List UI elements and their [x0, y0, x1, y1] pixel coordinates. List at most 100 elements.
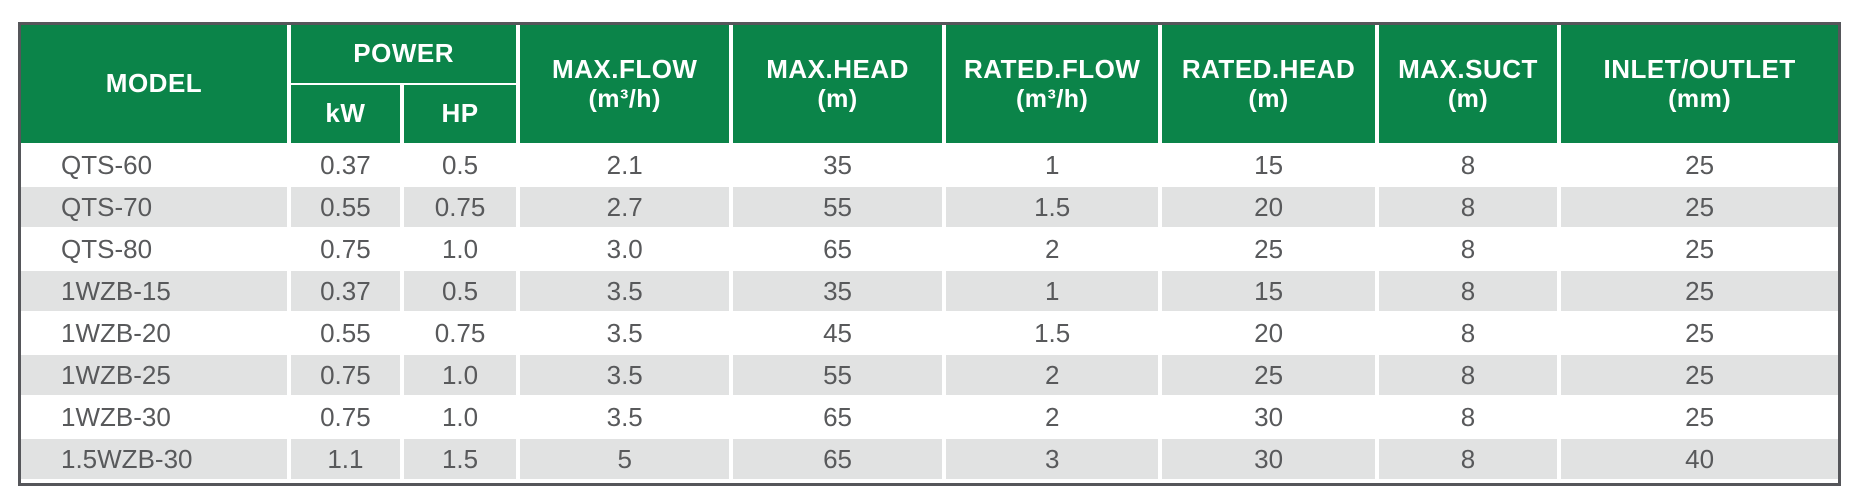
- col-header-max-head: MAX.HEAD (m): [733, 25, 942, 143]
- cell-model: 1WZB-30: [21, 397, 287, 437]
- col-header-power-group: POWER: [290, 25, 517, 83]
- cell-max-flow: 2.1: [520, 145, 730, 185]
- cell-rated-head: 30: [1162, 439, 1375, 479]
- cell-power-kw: 0.75: [290, 397, 400, 437]
- spec-table: MODEL POWER MAX.FLOW (m³/h) MAX.HEAD (m)…: [21, 25, 1838, 481]
- cell-max-head: 65: [733, 439, 942, 479]
- col-header-rated-flow-label: RATED.FLOW: [963, 53, 1141, 84]
- col-header-rated-flow: RATED.FLOW (m³/h): [945, 25, 1159, 143]
- table-row: 1WZB-30 0.75 1.0 3.5 65 2 30 8 25: [21, 397, 1838, 437]
- col-header-inlet-outlet-label: INLET/OUTLET: [1603, 53, 1796, 84]
- cell-power-kw: 0.37: [290, 271, 400, 311]
- table-row: 1WZB-15 0.37 0.5 3.5 35 1 15 8 25: [21, 271, 1838, 311]
- cell-max-flow: 3.5: [520, 313, 730, 353]
- cell-max-head: 35: [733, 271, 942, 311]
- col-header-kw-label: kW: [325, 98, 366, 129]
- cell-power-hp: 1.0: [403, 229, 517, 269]
- cell-rated-head: 20: [1162, 313, 1375, 353]
- cell-max-suct: 8: [1378, 313, 1558, 353]
- col-header-model: MODEL: [21, 25, 287, 143]
- cell-rated-head: 15: [1162, 271, 1375, 311]
- cell-inlet-outlet: 25: [1561, 229, 1838, 269]
- col-header-max-flow: MAX.FLOW (m³/h): [520, 25, 730, 143]
- col-header-hp-label: HP: [441, 98, 479, 129]
- col-header-model-label: MODEL: [105, 68, 203, 99]
- cell-inlet-outlet: 25: [1561, 187, 1838, 227]
- table-row: QTS-70 0.55 0.75 2.7 55 1.5 20 8 25: [21, 187, 1838, 227]
- cell-max-flow: 5: [520, 439, 730, 479]
- cell-max-head: 65: [733, 397, 942, 437]
- cell-max-head: 35: [733, 145, 942, 185]
- col-header-rated-head: RATED.HEAD (m): [1162, 25, 1375, 143]
- cell-rated-head: 30: [1162, 397, 1375, 437]
- pump-spec-table: MODEL POWER MAX.FLOW (m³/h) MAX.HEAD (m)…: [18, 22, 1841, 486]
- cell-model: 1.5WZB-30: [21, 439, 287, 479]
- cell-inlet-outlet: 25: [1561, 271, 1838, 311]
- cell-rated-head: 15: [1162, 145, 1375, 185]
- cell-max-suct: 8: [1378, 271, 1558, 311]
- cell-rated-head: 20: [1162, 187, 1375, 227]
- cell-max-suct: 8: [1378, 355, 1558, 395]
- cell-power-kw: 1.1: [290, 439, 400, 479]
- cell-max-suct: 8: [1378, 397, 1558, 437]
- cell-power-hp: 0.5: [403, 145, 517, 185]
- col-header-kw: kW: [290, 85, 400, 143]
- col-header-hp: HP: [403, 85, 517, 143]
- table-row: 1WZB-20 0.55 0.75 3.5 45 1.5 20 8 25: [21, 313, 1838, 353]
- table-row: 1WZB-25 0.75 1.0 3.5 55 2 25 8 25: [21, 355, 1838, 395]
- cell-max-flow: 3.5: [520, 397, 730, 437]
- cell-power-kw: 0.55: [290, 187, 400, 227]
- col-header-inlet-outlet-unit: (mm): [1668, 84, 1732, 113]
- col-header-rated-head-label: RATED.HEAD: [1181, 53, 1356, 84]
- col-header-max-head-unit: (m): [817, 84, 858, 113]
- cell-inlet-outlet: 25: [1561, 313, 1838, 353]
- cell-power-kw: 0.75: [290, 355, 400, 395]
- cell-power-kw: 0.37: [290, 145, 400, 185]
- col-header-max-suct-unit: (m): [1447, 84, 1489, 113]
- cell-max-flow: 2.7: [520, 187, 730, 227]
- cell-max-flow: 3.0: [520, 229, 730, 269]
- table-row: 1.5WZB-30 1.1 1.5 5 65 3 30 8 40: [21, 439, 1838, 479]
- cell-rated-flow: 1.5: [945, 313, 1159, 353]
- cell-max-head: 55: [733, 355, 942, 395]
- cell-power-hp: 0.75: [403, 313, 517, 353]
- cell-power-hp: 0.75: [403, 187, 517, 227]
- col-header-max-flow-label: MAX.FLOW: [551, 53, 698, 84]
- cell-rated-flow: 2: [945, 355, 1159, 395]
- cell-inlet-outlet: 25: [1561, 145, 1838, 185]
- cell-model: 1WZB-25: [21, 355, 287, 395]
- cell-power-hp: 1.0: [403, 355, 517, 395]
- col-header-rated-head-unit: (m): [1248, 84, 1289, 113]
- col-header-max-flow-unit: (m³/h): [588, 84, 661, 113]
- cell-inlet-outlet: 25: [1561, 355, 1838, 395]
- cell-inlet-outlet: 25: [1561, 397, 1838, 437]
- cell-max-flow: 3.5: [520, 271, 730, 311]
- cell-max-head: 65: [733, 229, 942, 269]
- cell-max-head: 45: [733, 313, 942, 353]
- cell-rated-flow: 3: [945, 439, 1159, 479]
- cell-power-kw: 0.75: [290, 229, 400, 269]
- cell-model: 1WZB-15: [21, 271, 287, 311]
- cell-max-suct: 8: [1378, 439, 1558, 479]
- col-header-max-suct: MAX.SUCT (m): [1378, 25, 1558, 143]
- cell-rated-flow: 2: [945, 229, 1159, 269]
- col-header-power-label: POWER: [353, 38, 454, 69]
- cell-max-head: 55: [733, 187, 942, 227]
- cell-max-suct: 8: [1378, 187, 1558, 227]
- col-header-max-suct-label: MAX.SUCT: [1398, 53, 1538, 84]
- cell-rated-flow: 2: [945, 397, 1159, 437]
- col-header-rated-flow-unit: (m³/h): [1015, 84, 1089, 113]
- table-header: MODEL POWER MAX.FLOW (m³/h) MAX.HEAD (m)…: [21, 25, 1838, 143]
- table-row: QTS-60 0.37 0.5 2.1 35 1 15 8 25: [21, 145, 1838, 185]
- cell-power-kw: 0.55: [290, 313, 400, 353]
- cell-max-flow: 3.5: [520, 355, 730, 395]
- cell-rated-head: 25: [1162, 229, 1375, 269]
- cell-rated-flow: 1.5: [945, 187, 1159, 227]
- cell-rated-flow: 1: [945, 145, 1159, 185]
- cell-max-suct: 8: [1378, 229, 1558, 269]
- cell-power-hp: 1.5: [403, 439, 517, 479]
- cell-inlet-outlet: 40: [1561, 439, 1838, 479]
- cell-rated-head: 25: [1162, 355, 1375, 395]
- table-body: QTS-60 0.37 0.5 2.1 35 1 15 8 25 QTS-70 …: [21, 145, 1838, 479]
- cell-rated-flow: 1: [945, 271, 1159, 311]
